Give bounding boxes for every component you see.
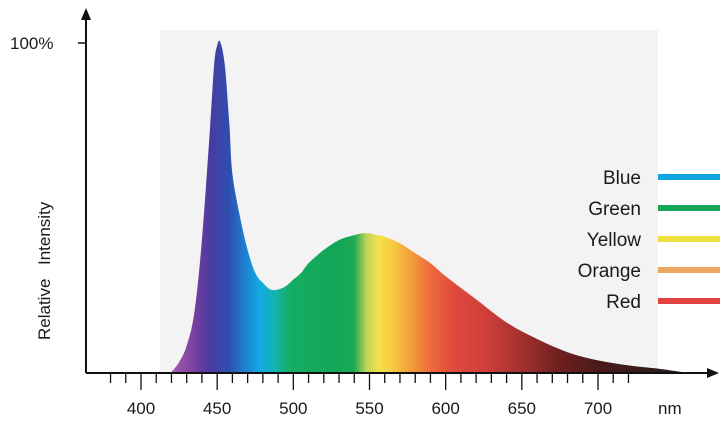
legend-swatch-orange [658,267,720,273]
x-tick-label: 650 [508,399,536,418]
legend-swatch-green [658,205,720,211]
legend-label-orange: Orange [578,261,641,282]
legend: Blue Green Yellow Orange Red [578,168,720,313]
legend-swatch-red [658,298,720,304]
legend-label-blue: Blue [603,168,641,189]
spectrum-area [171,40,682,372]
x-ticks: 400 450 500 550 600 650 700 [109,374,630,418]
legend-label-red: Red [606,292,641,313]
y-axis-arrow [81,8,91,20]
legend-swatch-blue [658,174,720,180]
x-axis-arrow [707,368,719,378]
x-tick-label: 400 [127,399,155,418]
x-tick-label: 600 [431,399,459,418]
legend-label-yellow: Yellow [587,230,642,251]
y-axis-label-word-1: Relative [35,279,54,340]
y-axis-label-word-2: Intensity [35,201,54,265]
x-tick-label: 450 [203,399,231,418]
y-axis-label: Relative Intensity [35,201,54,340]
x-unit-label: nm [658,399,682,418]
y-top-label: 100% [10,34,53,53]
x-tick-label: 500 [279,399,307,418]
x-tick-label: 550 [355,399,383,418]
x-tick-label: 700 [584,399,612,418]
legend-swatch-yellow [658,236,720,242]
legend-label-green: Green [588,199,641,220]
axes [78,8,719,378]
